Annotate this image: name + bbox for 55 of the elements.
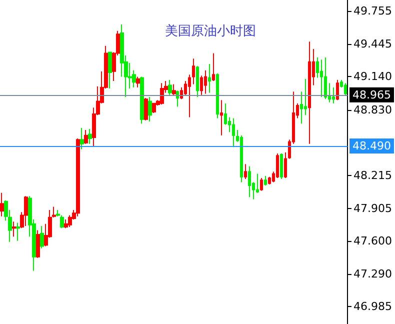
y-tick-label: 49.140 xyxy=(354,70,392,84)
y-tick-label: 46.985 xyxy=(354,300,392,313)
candlestick xyxy=(76,138,80,217)
candlestick xyxy=(152,102,156,114)
candlestick xyxy=(140,76,144,124)
candlestick xyxy=(192,58,195,85)
candlestick xyxy=(248,166,251,198)
candlestick xyxy=(160,82,164,105)
candlestick xyxy=(260,177,263,192)
candlestick xyxy=(204,70,207,94)
candlestick xyxy=(216,73,219,119)
y-tick-label: 49.445 xyxy=(354,38,392,51)
candlestick xyxy=(84,130,88,144)
candlestick xyxy=(244,164,247,180)
y-tick-label: 47.600 xyxy=(354,234,392,248)
y-tick-label: 48.215 xyxy=(354,168,392,182)
y-tick-label: 48.830 xyxy=(354,103,392,116)
candlestick xyxy=(276,152,279,178)
text: 美国原油小时图 xyxy=(165,23,256,39)
candlestick xyxy=(212,52,215,82)
candlestick xyxy=(172,84,176,96)
y-tick-label: 49.755 xyxy=(354,4,392,18)
candlestick xyxy=(88,128,92,144)
candlestick xyxy=(0,192,4,217)
candlestick xyxy=(80,127,84,150)
candlestick xyxy=(136,76,140,88)
candlestick xyxy=(208,63,211,94)
candlestick xyxy=(16,222,20,242)
candlestick xyxy=(220,100,223,136)
candlestick xyxy=(108,52,112,89)
candlestick xyxy=(36,230,40,258)
candlestick xyxy=(332,86,335,104)
candlestick xyxy=(336,79,339,101)
candlestick xyxy=(284,152,287,178)
candlestick xyxy=(40,225,44,249)
candlestick xyxy=(64,219,68,229)
candlestick xyxy=(324,57,327,100)
candlestick xyxy=(168,79,172,96)
candlestick xyxy=(320,59,323,98)
candlestick xyxy=(232,118,235,148)
y-tick-label: 47.290 xyxy=(354,267,392,280)
candlestick xyxy=(344,82,347,96)
candlestick xyxy=(12,221,16,238)
candlestick xyxy=(264,175,267,186)
y-tick-label: 47.905 xyxy=(354,202,392,215)
candlestick xyxy=(188,74,191,118)
candlestick xyxy=(196,66,199,98)
ref-line-label: 48.490 xyxy=(352,140,392,153)
ref-line-label: 48.965 xyxy=(352,88,392,102)
candlestick xyxy=(308,41,311,144)
candlestick xyxy=(280,152,283,180)
candlestick xyxy=(144,98,148,121)
candlestick xyxy=(148,96,152,122)
candlestick xyxy=(24,196,28,226)
candlestick xyxy=(176,90,179,108)
